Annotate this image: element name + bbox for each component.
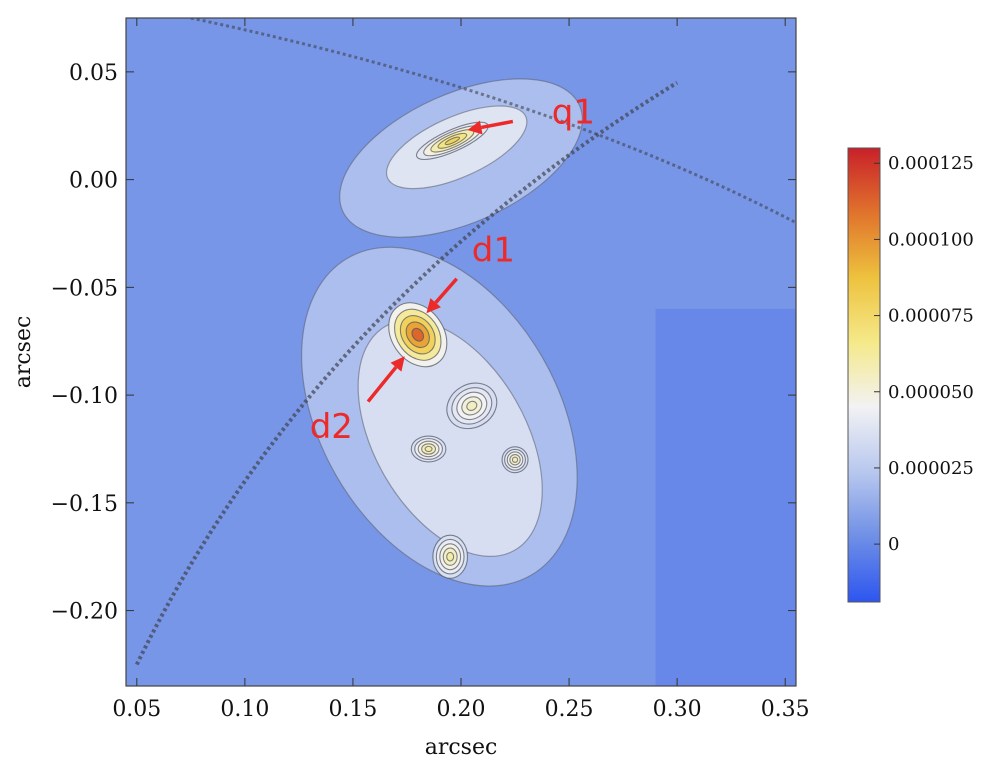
colorbar-tick-label: 0.000100 [888, 229, 974, 250]
annotation-arrow-head [467, 120, 483, 135]
annotation-arrow-head [390, 356, 405, 372]
colorbar-tick-label: 0.000025 [888, 458, 974, 479]
annotation-arrow-shaft [434, 277, 458, 304]
x-tick-label: 0.05 [112, 697, 161, 722]
colorbar: 0.000125 0.000100 0.000075 0.000050 0.000025… [847, 147, 974, 603]
y-tick-label: −0.10 [51, 384, 118, 409]
annotations: q1 d1 d2 [310, 93, 595, 448]
x-tick-label: 0.35 [761, 697, 810, 722]
peak-contour [466, 400, 478, 411]
plot-area [125, 17, 797, 687]
x-tick-label: 0.20 [437, 697, 486, 722]
peak-contour [411, 327, 425, 342]
annotation-arrow-head [426, 298, 441, 314]
x-tick-label: 0.30 [653, 697, 702, 722]
annotation-arrow-shaft [366, 366, 398, 403]
x-axis-title: arcsec [425, 735, 498, 760]
y-axis-ticks: 0.05 0.00 −0.05 −0.10 −0.15 −0.20 [51, 61, 796, 625]
peak-contour [511, 456, 519, 463]
peak-contour [424, 445, 433, 453]
colorbar-tick-label: 0 [888, 534, 899, 555]
intensity-map [126, 18, 796, 686]
y-tick-label: −0.15 [51, 492, 118, 517]
x-tick-label: 0.25 [545, 697, 594, 722]
annotation-arrow-shaft [480, 119, 514, 130]
y-tick-label: −0.20 [51, 600, 118, 625]
colorbar-tick-label: 0.000125 [888, 153, 974, 174]
annotation-label: q1 [552, 93, 595, 133]
colorbar-ticks: 0.000125 0.000100 0.000075 0.000050 0.000025… [874, 153, 974, 555]
y-tick-label: 0.00 [69, 169, 118, 194]
peak-contour [446, 551, 455, 562]
annotation-label: d1 [472, 230, 515, 270]
plume-contour [357, 319, 543, 557]
x-tick-label: 0.10 [220, 697, 269, 722]
y-tick-label: −0.05 [51, 276, 118, 301]
x-axis-ticks: 0.05 0.10 0.15 0.20 0.25 0.30 0.35 [112, 18, 810, 722]
y-tick-label: 0.05 [69, 61, 118, 86]
y-axis-title: arcsec [11, 316, 36, 389]
colorbar-scale [847, 147, 881, 603]
colorbar-tick-label: 0.000075 [888, 306, 974, 327]
dark-arc [190, 18, 796, 225]
colorbar-tick-label: 0.000050 [888, 382, 974, 403]
annotation-label: d2 [310, 407, 353, 447]
x-tick-label: 0.15 [328, 697, 377, 722]
peak-contour [444, 136, 461, 146]
low-region [655, 308, 796, 686]
